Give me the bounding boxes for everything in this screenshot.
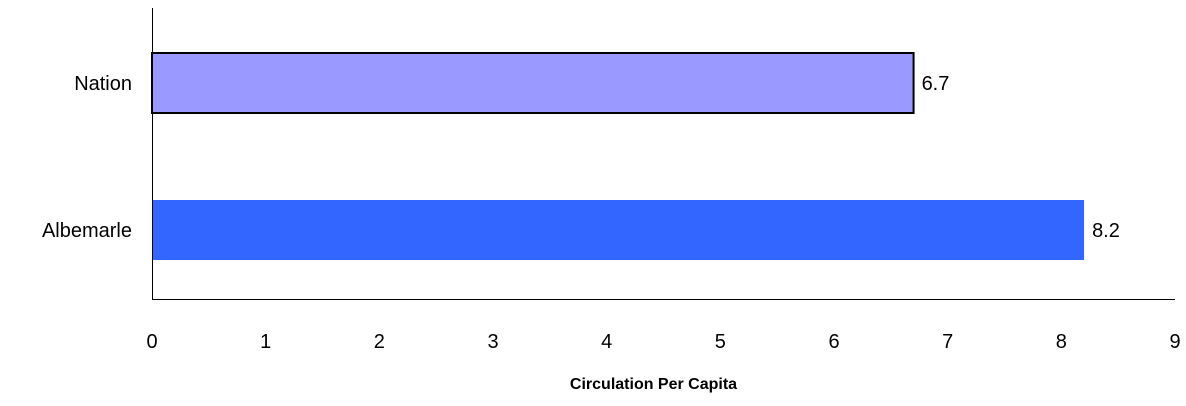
plot-area: 6.7 8.2 [151,52,1120,260]
x-tick-label: 8 [1056,331,1067,353]
bar-nation [151,52,915,114]
data-label-nation: 6.7 [922,73,950,95]
bar-albemarle [152,200,1085,260]
x-axis-title: Circulation Per Capita [570,376,737,393]
x-tick-label: 0 [146,331,157,353]
category-label-nation: Nation [74,73,132,95]
x-tick-label: 5 [715,331,726,353]
x-tick-label: 6 [828,331,839,353]
data-label-albemarle: 8.2 [1092,220,1120,242]
x-tick-label: 7 [942,331,953,353]
x-axis-ticks: 0 1 2 3 4 5 6 7 8 9 [146,331,1180,353]
x-tick-label: 2 [374,331,385,353]
category-labels: Nation Albemarle [42,73,132,242]
x-tick-label: 9 [1169,331,1180,353]
x-tick-label: 1 [260,331,271,353]
category-label-albemarle: Albemarle [42,220,132,242]
x-tick-label: 3 [487,331,498,353]
x-tick-label: 4 [601,331,612,353]
